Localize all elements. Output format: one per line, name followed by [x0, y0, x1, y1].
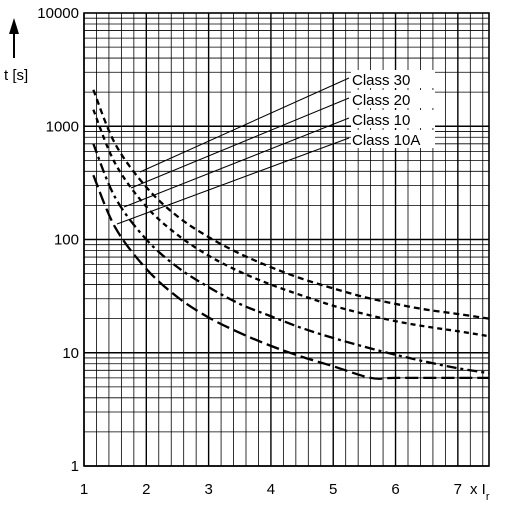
- legend: Class 30 Class 20 Class 10 Class 10A: [116, 70, 435, 225]
- plot-frame: [83, 12, 490, 467]
- legend-label-background: [351, 90, 435, 108]
- axis-labels: t [s] x Ir: [4, 18, 490, 503]
- x-tick-label: 2: [142, 481, 150, 498]
- x-tick-label: 7: [454, 481, 462, 498]
- y-tick-label: 100: [54, 232, 79, 249]
- legend-leader-line: [123, 117, 350, 208]
- series-line-class-10: [92, 143, 490, 375]
- legend-label-background: [351, 130, 435, 148]
- legend-label-background: [351, 110, 435, 128]
- x-axis-label-main: x I: [470, 481, 486, 498]
- legend-leader-line: [130, 97, 350, 189]
- y-tick-label: 1: [71, 458, 79, 475]
- y-axis-arrow: [9, 18, 19, 34]
- legend-label: Class 30: [352, 72, 410, 89]
- legend-label: Class 10A: [352, 132, 420, 149]
- axes: [83, 12, 490, 467]
- legend-leader-line: [139, 77, 350, 173]
- x-axis-label: x Ir: [470, 481, 490, 503]
- tick-labels: 1 2 3 4 5 6 7 1 10 100 1000 10000: [37, 5, 462, 498]
- legend-label-background: [351, 70, 435, 88]
- x-tick-label: 5: [329, 481, 337, 498]
- y-tick-label: 10000: [37, 5, 79, 22]
- legend-leader-line: [116, 137, 350, 225]
- x-tick-label: 3: [204, 481, 212, 498]
- series-line-class-10a: [92, 174, 489, 380]
- y-tick-label: 10: [62, 345, 79, 362]
- grid: [83, 13, 489, 467]
- legend-label: Class 10: [352, 112, 410, 129]
- y-axis-label: t [s]: [4, 67, 28, 84]
- x-tick-label: 4: [267, 481, 275, 498]
- series-line-class-20: [92, 109, 490, 338]
- x-tick-label: 6: [391, 481, 399, 498]
- series-lines: [92, 89, 490, 380]
- series-line-class-30: [92, 89, 490, 320]
- y-tick-label: 1000: [46, 118, 79, 135]
- legend-label: Class 20: [352, 92, 410, 109]
- x-axis-label-subscript: r: [486, 491, 490, 503]
- x-tick-label: 1: [80, 481, 88, 498]
